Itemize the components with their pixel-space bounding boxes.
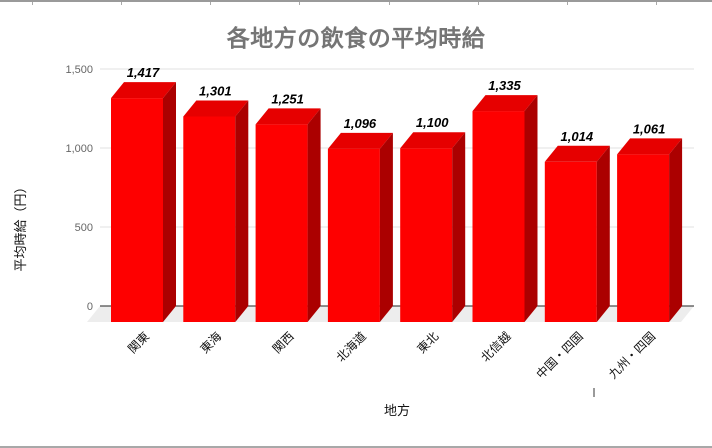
y-axis-title: 平均時給（円） (13, 180, 28, 271)
bar-front (544, 161, 597, 322)
bar-7: 1,061 (617, 121, 683, 322)
top-border (0, 0, 712, 2)
bar-top (472, 95, 538, 112)
bar-top (544, 145, 610, 162)
bar-front (400, 148, 453, 322)
category-label: 東北 (414, 329, 441, 356)
column-divider-tick (477, 2, 479, 5)
spreadsheet-gridline-artifact (593, 388, 595, 397)
bar-side (379, 132, 393, 322)
bar-0: 1,417 (111, 65, 176, 322)
bar-2: 1,251 (255, 91, 321, 322)
bar-top (617, 138, 683, 155)
bar-front (255, 124, 308, 322)
bar-top (400, 132, 466, 149)
category-label: 北海道 (333, 329, 369, 365)
column-divider-tick (299, 2, 301, 5)
column-divider-tick (210, 2, 212, 5)
bottom-border (0, 446, 712, 448)
column-divider-tick (120, 2, 122, 5)
category-label: 北信越 (478, 329, 513, 364)
chart-title: 各地方の飲食の平均時給 (226, 25, 486, 51)
bar-front (111, 98, 163, 322)
bar-3: 1,096 (327, 116, 393, 322)
bar-front (327, 148, 380, 322)
bar-side (163, 82, 176, 322)
bar-value-label: 1,251 (271, 91, 304, 106)
y-tick-label: 0 (87, 301, 93, 313)
bar-side (524, 95, 538, 322)
bar-front (617, 154, 670, 322)
spreadsheet-column-ticks (0, 0, 712, 6)
bar-side (669, 138, 683, 322)
column-divider-tick (388, 2, 390, 5)
bar-front (183, 116, 236, 322)
bar-top (183, 100, 249, 117)
bar-value-label: 1,335 (488, 78, 521, 93)
bar-value-label: 1,096 (344, 116, 377, 131)
bar-6: 1,014 (544, 129, 610, 322)
bar-side (307, 108, 321, 322)
bar-side (596, 145, 610, 322)
x-axis-title: 地方 (384, 403, 410, 418)
bar-value-label: 1,301 (199, 83, 232, 98)
bar-value-label: 1,061 (633, 121, 666, 136)
bar-front (472, 111, 525, 322)
bar-1: 1,301 (183, 83, 249, 322)
bar-4: 1,100 (400, 115, 466, 322)
bar-top (111, 82, 176, 99)
bar-side (235, 100, 249, 322)
bar-5: 1,335 (472, 78, 538, 322)
bar-value-label: 1,014 (561, 129, 594, 144)
category-label: 中国・四国 (533, 329, 586, 382)
column-divider-tick (31, 2, 33, 5)
bar-value-label: 1,100 (416, 115, 449, 130)
category-label: 東海 (197, 329, 225, 357)
y-tick-label: 1,500 (65, 64, 93, 76)
bar-side (452, 132, 466, 322)
category-label: 九州・四国 (606, 329, 658, 381)
category-label: 関東 (125, 329, 152, 356)
bar-top (327, 132, 393, 149)
bar-value-label: 1,417 (127, 65, 160, 80)
bar-top (255, 108, 321, 125)
category-label: 関西 (270, 329, 297, 356)
column-divider-tick (656, 2, 658, 5)
y-tick-label: 500 (75, 222, 93, 234)
column-divider-tick (566, 2, 568, 5)
y-tick-label: 1,000 (65, 143, 93, 155)
